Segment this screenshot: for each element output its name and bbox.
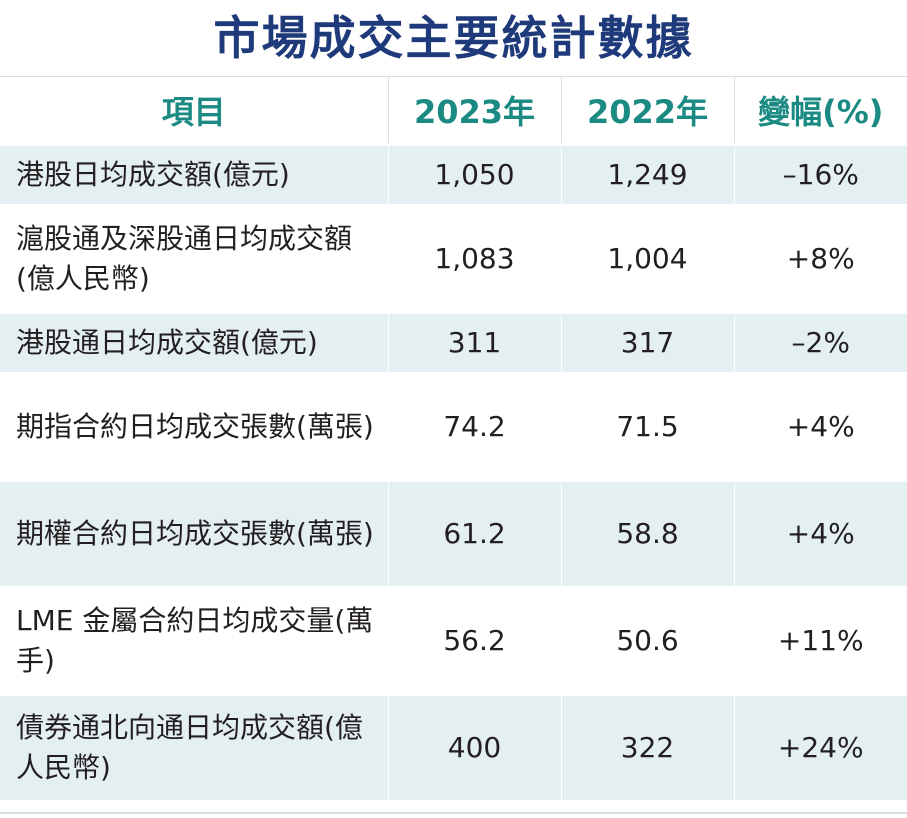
row-item: 期指合約日均成交張數(萬張) xyxy=(0,372,388,481)
row-change: –16% xyxy=(733,143,907,206)
header-row: 項目 2023年 2022年 變幅(%) xyxy=(0,76,907,145)
row-2023: 400 xyxy=(387,693,561,800)
header-change: 變幅(%) xyxy=(733,76,907,145)
row-2023: 74.2 xyxy=(387,372,561,481)
row-change: +24% xyxy=(733,693,907,800)
row-2023: 61.2 xyxy=(387,479,561,588)
row-item: 債券通北向通日均成交額(億人民幣) xyxy=(0,693,388,800)
header-2023: 2023年 xyxy=(387,76,561,145)
row-item: 滬股通及深股通日均成交額(億人民幣) xyxy=(0,204,388,313)
table-row: 滬股通及深股通日均成交額(億人民幣) 1,083 1,004 +8% xyxy=(0,204,907,313)
row-change: +4% xyxy=(733,372,907,481)
table-title: 市場成交主要統計數據 xyxy=(213,11,694,65)
table-row: 期指合約日均成交張數(萬張) 74.2 71.5 +4% xyxy=(0,372,907,481)
header-item: 項目 xyxy=(0,76,388,145)
row-2022: 1,249 xyxy=(560,143,734,206)
row-item: 期權合約日均成交張數(萬張) xyxy=(0,479,388,588)
table-row: 期權合約日均成交張數(萬張) 61.2 58.8 +4% xyxy=(0,479,907,588)
row-2023: 1,050 xyxy=(387,143,561,206)
row-2022: 58.8 xyxy=(560,479,734,588)
row-change: +8% xyxy=(733,204,907,313)
row-item: 港股日均成交額(億元) xyxy=(0,143,388,206)
row-2022: 322 xyxy=(560,693,734,800)
header-2022: 2022年 xyxy=(560,76,734,145)
row-change: +4% xyxy=(733,479,907,588)
row-2023: 311 xyxy=(387,311,561,374)
row-2022: 71.5 xyxy=(560,372,734,481)
row-2022: 50.6 xyxy=(560,586,734,695)
table-row: 港股日均成交額(億元) 1,050 1,249 –16% xyxy=(0,143,907,206)
row-item: LME 金屬合約日均成交量(萬手) xyxy=(0,586,388,695)
table-row: LME 金屬合約日均成交量(萬手) 56.2 50.6 +11% xyxy=(0,586,907,695)
row-change: –2% xyxy=(733,311,907,374)
table-row: 債券通北向通日均成交額(億人民幣) 400 322 +24% xyxy=(0,693,907,800)
row-2022: 1,004 xyxy=(560,204,734,313)
row-item: 港股通日均成交額(億元) xyxy=(0,311,388,374)
row-change: +11% xyxy=(733,586,907,695)
row-2023: 56.2 xyxy=(387,586,561,695)
stats-table: 項目 2023年 2022年 變幅(%) 港股日均成交額(億元) 1,050 1… xyxy=(0,76,907,800)
row-2023: 1,083 xyxy=(387,204,561,313)
row-2022: 317 xyxy=(560,311,734,374)
bottom-divider xyxy=(0,812,907,814)
table-row: 港股通日均成交額(億元) 311 317 –2% xyxy=(0,311,907,374)
